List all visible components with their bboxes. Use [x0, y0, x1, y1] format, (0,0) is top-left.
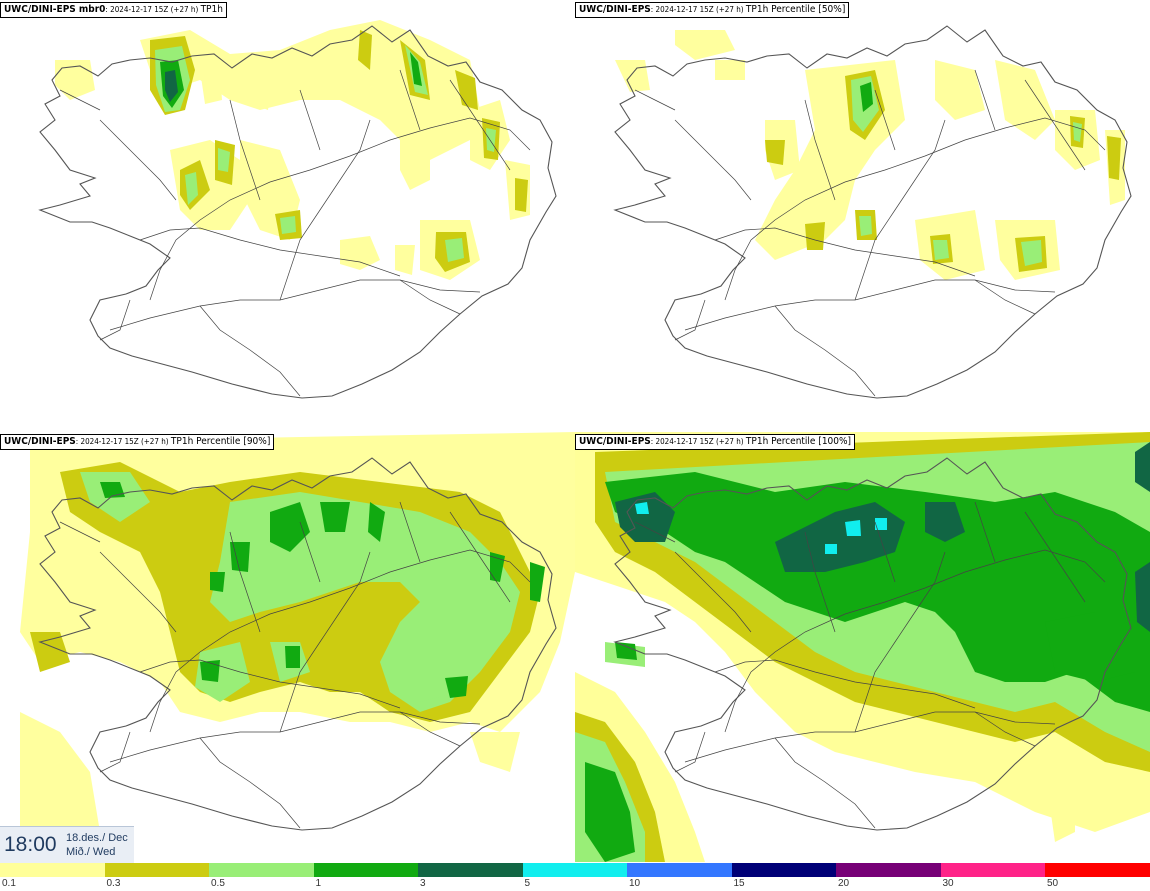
- legend-tick-label: 10: [629, 878, 641, 889]
- valid-time: 18:00: [4, 833, 57, 856]
- legend-color-band: [0, 863, 105, 877]
- run-time: 2024-12-17 15Z (+27 h): [80, 437, 169, 446]
- legend-tick-label: 15: [733, 878, 745, 889]
- panel-title: UWC/DINI-EPS: 2024-12-17 15Z (+27 h) TP1…: [575, 2, 850, 18]
- model-name: UWC/DINI-EPS: [579, 436, 651, 447]
- map-panel-p50[interactable]: UWC/DINI-EPS: 2024-12-17 15Z (+27 h) TP1…: [575, 0, 1150, 432]
- legend-color-band: [522, 863, 627, 877]
- run-time: 2024-12-17 15Z (+27 h): [110, 5, 199, 14]
- field-name: TP1h Percentile [50%]: [745, 4, 846, 15]
- legend-color-band: [418, 863, 523, 877]
- legend-tick-label: 0.1: [2, 878, 16, 889]
- legend-tick-label: 3: [420, 878, 426, 889]
- field-name: TP1h Percentile [100%]: [745, 436, 852, 447]
- run-time: 2024-12-17 15Z (+27 h): [655, 5, 744, 14]
- panel-title: UWC/DINI-EPS: 2024-12-17 15Z (+27 h) TP1…: [0, 434, 275, 450]
- legend-color-band: [1045, 863, 1150, 877]
- valid-time-box: 18:00 18.des./ Dec Mið./ Wed: [0, 826, 134, 863]
- precip-map: [575, 432, 1150, 862]
- panel-title: UWC/DINI-EPS: 2024-12-17 15Z (+27 h) TP1…: [575, 434, 856, 450]
- legend-color-band: [940, 863, 1045, 877]
- model-name: UWC/DINI-EPS: [579, 4, 651, 15]
- legend-tick-label: 5: [524, 878, 531, 889]
- field-name: TP1h Percentile [90%]: [170, 436, 271, 447]
- legend-tick-label: 20: [838, 878, 850, 889]
- map-panel-mbr0[interactable]: UWC/DINI-EPS mbr0: 2024-12-17 15Z (+27 h…: [0, 0, 575, 432]
- field-name: TP1h: [200, 4, 223, 15]
- legend-tick-label: 0.3: [106, 878, 121, 889]
- valid-day: Mið./ Wed: [66, 846, 116, 858]
- map-panel-p100[interactable]: UWC/DINI-EPS: 2024-12-17 15Z (+27 h) TP1…: [575, 432, 1150, 862]
- legend-color-band: [731, 863, 836, 877]
- legend-color-band: [836, 863, 941, 877]
- precip-map: [39, 20, 557, 399]
- model-name: UWC/DINI-EPS mbr0: [4, 4, 106, 15]
- legend-tick-label: 0.5: [211, 878, 225, 889]
- legend-color-band: [627, 863, 732, 877]
- valid-date: 18.des./ Dec: [66, 832, 128, 844]
- legend-color-band: [104, 863, 209, 877]
- legend-tick-label: 50: [1047, 878, 1059, 889]
- legend-color-band: [209, 863, 314, 877]
- model-name: UWC/DINI-EPS: [4, 436, 76, 447]
- legend-tick-label: 30: [942, 878, 954, 889]
- legend-color-band: [313, 863, 418, 877]
- precip-map: [614, 25, 1132, 399]
- precip-map: [20, 432, 575, 862]
- color-scale-legend: 0.1 0.3 0.5 1 3 5 10 15 20 30 50: [0, 862, 1150, 891]
- legend-tick-label: 1: [315, 878, 322, 889]
- panel-title: UWC/DINI-EPS mbr0: 2024-12-17 15Z (+27 h…: [0, 2, 227, 18]
- run-time: 2024-12-17 15Z (+27 h): [655, 437, 744, 446]
- map-panel-p90[interactable]: UWC/DINI-EPS: 2024-12-17 15Z (+27 h) TP1…: [0, 432, 575, 862]
